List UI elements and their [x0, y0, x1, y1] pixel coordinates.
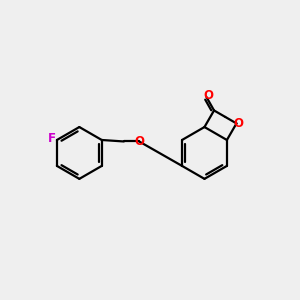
Text: F: F: [48, 132, 56, 145]
Text: O: O: [203, 89, 213, 102]
Text: O: O: [134, 135, 144, 148]
Text: O: O: [233, 117, 243, 130]
